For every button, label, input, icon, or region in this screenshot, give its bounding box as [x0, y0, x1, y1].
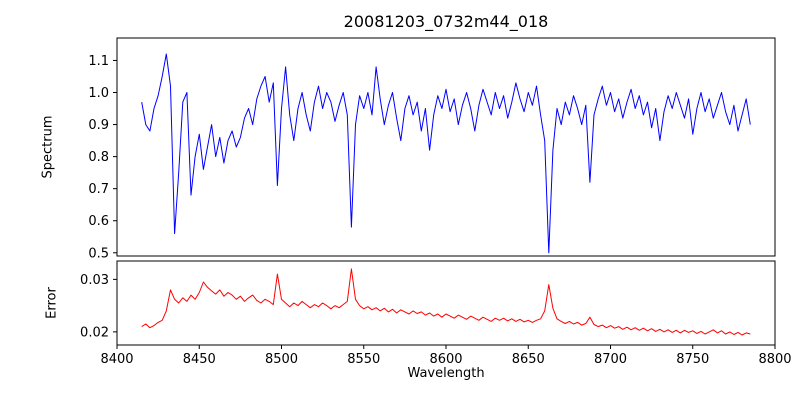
spectrum-line — [141, 53, 751, 254]
x-tick-label: 8550 — [347, 352, 380, 367]
x-tick-label: 8600 — [429, 352, 462, 367]
error-y-axis-label: Error — [44, 287, 60, 319]
spectrum-y-tick-label: 0.8 — [88, 150, 109, 165]
spectrum-y-tick-label: 1.1 — [88, 54, 109, 69]
error-panel-frame — [116, 260, 776, 346]
x-tick-label: 8800 — [758, 352, 791, 367]
error-y-tick-label: 0.02 — [80, 325, 109, 340]
spectrum-y-axis-label: Spectrum — [40, 115, 56, 179]
x-axis-label: Wavelength — [407, 366, 485, 381]
x-tick-label: 8700 — [594, 352, 627, 367]
spectrum-y-tick-label: 0.7 — [88, 182, 109, 197]
spectrum-y-tick-label: 0.5 — [88, 246, 109, 261]
spectrum-y-tick-label: 0.9 — [88, 118, 109, 133]
x-tick-label: 8500 — [265, 352, 298, 367]
x-tick-label: 8750 — [676, 352, 709, 367]
chart-title: 20081203_0732m44_018 — [343, 12, 549, 31]
spectrum-y-tick-label: 0.6 — [88, 214, 109, 229]
x-tick-label: 8450 — [183, 352, 216, 367]
error-y-tick-label: 0.03 — [80, 273, 109, 288]
spectrum-y-tick-label: 1.0 — [88, 86, 109, 101]
x-tick-label: 8400 — [100, 352, 133, 367]
error-line — [141, 268, 751, 336]
spectrum-panel-frame — [116, 37, 776, 257]
x-tick-label: 8650 — [512, 352, 545, 367]
